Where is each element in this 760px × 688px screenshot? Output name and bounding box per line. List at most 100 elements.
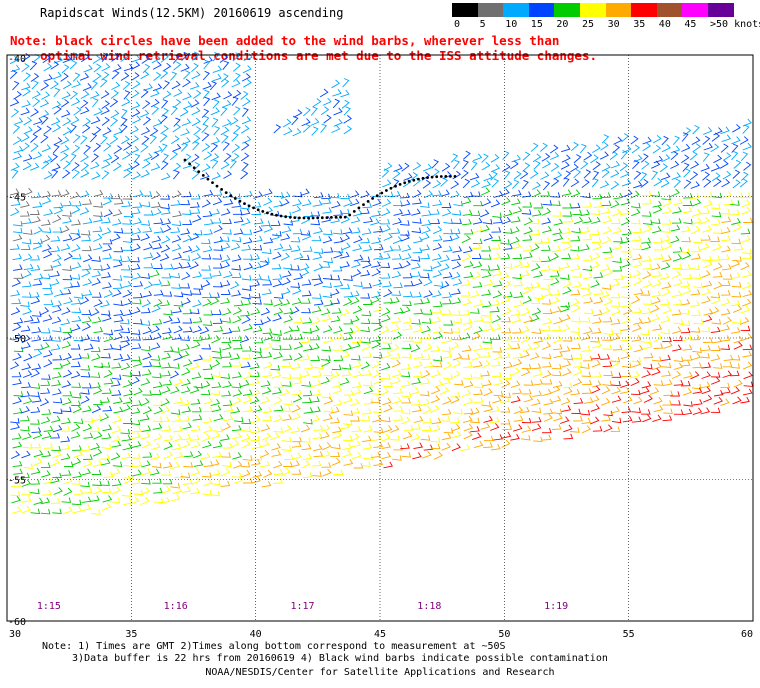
wind-barb xyxy=(583,151,593,161)
wind-barb xyxy=(720,382,731,389)
wind-barb xyxy=(271,344,282,351)
wind-barb xyxy=(620,324,631,331)
legend-swatch xyxy=(682,3,708,17)
contamination-marker xyxy=(298,216,301,220)
wind-barb xyxy=(581,345,591,352)
wind-barb xyxy=(171,283,181,289)
wind-barb xyxy=(591,327,602,334)
wind-barb xyxy=(43,299,54,306)
wind-barb xyxy=(213,414,224,422)
wind-barb xyxy=(93,299,103,307)
wind-barb xyxy=(521,388,532,395)
wind-barb xyxy=(401,343,412,350)
wind-barb xyxy=(21,238,32,245)
wind-barb xyxy=(493,352,503,361)
wind-barb xyxy=(390,425,400,433)
wind-barb xyxy=(192,450,203,459)
wind-barb xyxy=(432,270,442,278)
wind-barb xyxy=(412,452,422,460)
wind-barb xyxy=(311,460,322,467)
wind-barb xyxy=(273,293,284,299)
wind-barb xyxy=(742,333,753,341)
wind-barb xyxy=(110,89,119,99)
wind-barb xyxy=(160,203,170,210)
wind-barb xyxy=(212,190,223,197)
wind-barb xyxy=(312,200,323,207)
wind-barb xyxy=(742,248,752,255)
wind-barb xyxy=(31,90,41,99)
wind-barb xyxy=(501,327,512,334)
wind-barb xyxy=(43,477,53,485)
wind-barb xyxy=(543,408,553,415)
wind-barb xyxy=(13,264,23,271)
wind-barb xyxy=(550,152,560,160)
wind-barb xyxy=(70,344,81,350)
wind-barb xyxy=(531,181,541,190)
wind-barb xyxy=(200,172,210,180)
wind-barb xyxy=(700,163,710,172)
wind-barb xyxy=(722,152,732,161)
wind-barb xyxy=(180,255,191,261)
wind-barb xyxy=(343,318,354,325)
wind-barb xyxy=(62,211,72,217)
wind-barb xyxy=(192,325,203,334)
wind-barb xyxy=(642,414,652,423)
wind-barb xyxy=(190,398,201,405)
wind-barb xyxy=(172,486,183,495)
wind-barb xyxy=(562,279,572,289)
wind-barb xyxy=(290,236,301,243)
wind-barb xyxy=(382,425,393,433)
wind-barb xyxy=(123,272,133,278)
wind-barb xyxy=(611,417,622,424)
wind-barb xyxy=(153,487,163,494)
wind-barb xyxy=(362,260,372,269)
wind-barb xyxy=(103,471,114,479)
wind-barb xyxy=(340,283,350,290)
wind-barb xyxy=(43,208,54,216)
wind-barb xyxy=(383,381,393,388)
wind-barb xyxy=(730,259,741,268)
wind-barb xyxy=(371,360,381,369)
wind-barb xyxy=(460,279,471,287)
wind-barb xyxy=(590,229,600,236)
wind-barb xyxy=(381,362,391,371)
wind-barb xyxy=(79,72,90,81)
wind-barb xyxy=(60,136,70,145)
wind-barb xyxy=(400,443,410,450)
wind-barb xyxy=(520,335,530,344)
wind-barb xyxy=(292,389,302,396)
wind-barb xyxy=(152,119,163,127)
wind-barb xyxy=(673,362,683,370)
wind-barb xyxy=(510,433,520,441)
latitude-label: -55 xyxy=(8,476,26,487)
wind-barb xyxy=(703,394,713,403)
wind-barb xyxy=(670,235,680,244)
wind-barb xyxy=(210,153,220,162)
wind-barb xyxy=(652,134,662,144)
wind-barb xyxy=(632,253,643,261)
wind-barb xyxy=(672,326,682,334)
wind-barb xyxy=(89,132,98,143)
wind-barb xyxy=(290,325,300,332)
wind-barb xyxy=(662,415,673,422)
wind-barb xyxy=(311,379,322,388)
wind-barb xyxy=(471,179,481,188)
wind-barb xyxy=(140,88,149,98)
wind-barb xyxy=(611,386,621,395)
wind-barb xyxy=(202,89,210,99)
contamination-marker xyxy=(343,215,347,219)
wind-barb xyxy=(150,89,160,98)
wind-barb xyxy=(370,218,380,226)
wind-barb xyxy=(422,163,433,172)
wind-barb xyxy=(90,372,101,378)
wind-barb xyxy=(241,141,250,151)
wind-barb xyxy=(163,442,173,450)
contamination-marker xyxy=(252,206,256,210)
wind-barb xyxy=(322,442,332,451)
wind-barb xyxy=(220,261,231,269)
wind-barb xyxy=(490,243,501,250)
wind-barb xyxy=(83,144,91,155)
wind-barb xyxy=(131,306,141,315)
wind-barb xyxy=(532,390,542,397)
wind-barb xyxy=(413,236,423,244)
